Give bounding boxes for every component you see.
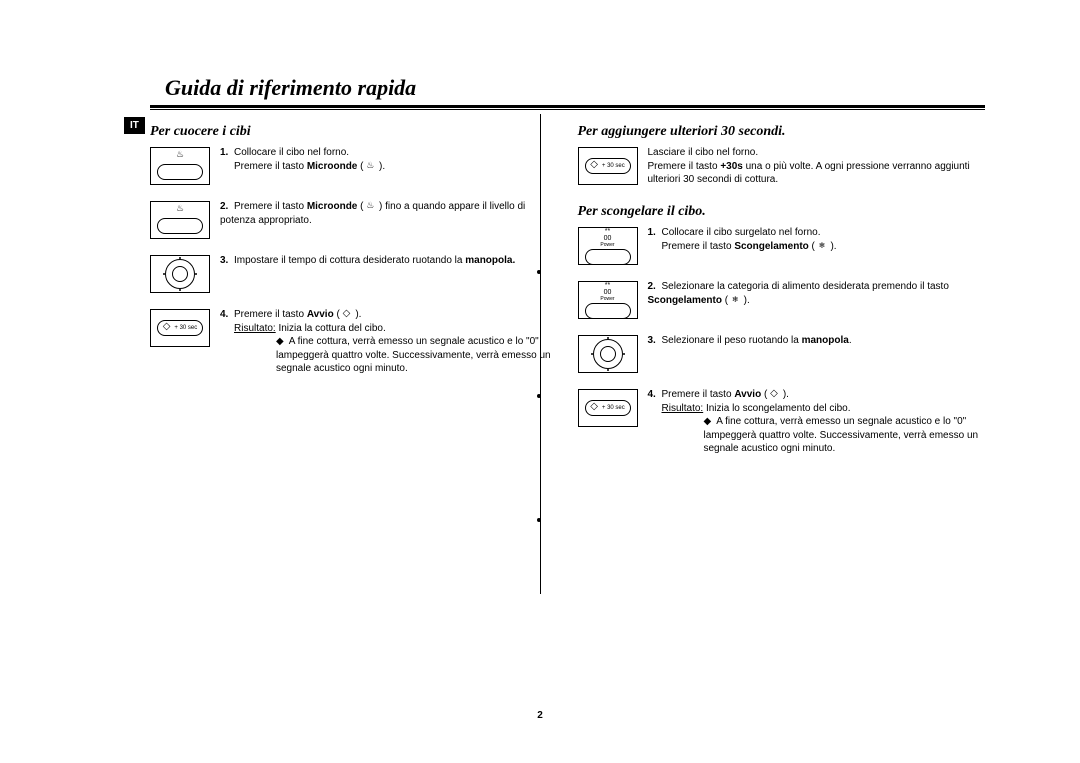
defrost-button-icon: **00 Power (578, 281, 638, 319)
defrost-glyph-icon (731, 295, 741, 305)
columns: Per cuocere i cibi ♨ 1.Collocare il cibo… (150, 120, 985, 466)
start-glyph-icon (343, 309, 353, 319)
cook-step-2: ♨ 2.Premere il tasto Microonde ( ) fino … (150, 200, 558, 244)
manual-page: Guida di riferimento rapida IT Per cuoce… (0, 0, 1080, 763)
right-column: Per aggiungere ulteriori 30 secondi. + 3… (578, 120, 986, 466)
defrost-step-1: **00 Power 1.Collocare il cibo surgelato… (578, 226, 986, 270)
add30-step: + 30 sec Lasciare il cibo nel forno. Pre… (578, 146, 986, 190)
defrost-button-icon: **00 Power (578, 227, 638, 265)
microwave-button-icon: ♨ (150, 147, 210, 185)
cook-step-3: 3.Impostare il tempo di cottura desidera… (150, 254, 558, 298)
section-heading-add30: Per aggiungere ulteriori 30 secondi. (578, 124, 986, 140)
microwave-button-icon: ♨ (150, 201, 210, 239)
defrost-step-4: + 30 sec 4.Premere il tasto Avvio ( ). R… (578, 388, 986, 456)
start-button-icon: + 30 sec (578, 147, 638, 185)
defrost-step-3: 3.Selezionare il peso ruotando la manopo… (578, 334, 986, 378)
rule-thick (150, 105, 985, 108)
defrost-step4-note: A fine cottura, verrà emesso un segnale … (648, 415, 986, 456)
section-heading-cook: Per cuocere i cibi (150, 124, 558, 140)
page-title: Guida di riferimento rapida (165, 75, 985, 101)
section-heading-defrost: Per scongelare il cibo. (578, 204, 986, 220)
start-glyph-icon (770, 389, 780, 399)
page-number: 2 (0, 710, 1080, 721)
language-badge: IT (124, 117, 145, 134)
cook-step-1: ♨ 1.Collocare il cibo nel forno. Premere… (150, 146, 558, 190)
dial-icon (578, 335, 638, 373)
rule-thin (150, 109, 985, 110)
left-column: Per cuocere i cibi ♨ 1.Collocare il cibo… (150, 120, 558, 466)
cook-step4-note: A fine cottura, verrà emesso un segnale … (220, 335, 558, 376)
cook-step-4: + 30 sec 4.Premere il tasto Avvio ( ). R… (150, 308, 558, 376)
microwave-glyph-icon (366, 201, 376, 211)
microwave-glyph-icon (366, 161, 376, 171)
defrost-glyph-icon (818, 241, 828, 251)
dial-icon (150, 255, 210, 293)
cook-step1-line1: Collocare il cibo nel forno. (234, 147, 349, 158)
start-button-icon: + 30 sec (150, 309, 210, 347)
defrost-step-2: **00 Power 2.Selezionare la categoria di… (578, 280, 986, 324)
start-button-icon: + 30 sec (578, 389, 638, 427)
